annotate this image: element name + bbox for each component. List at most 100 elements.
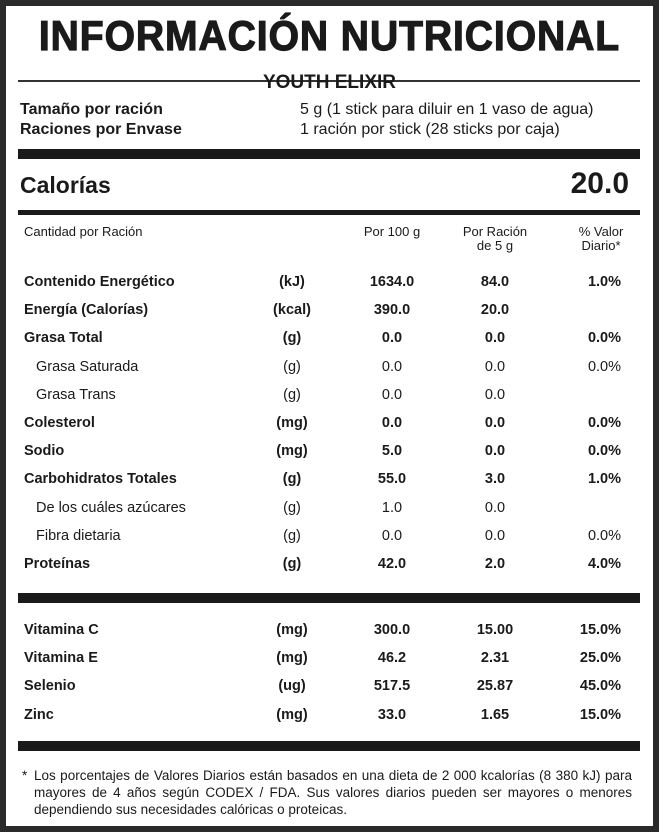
divider bbox=[18, 593, 640, 603]
nutrient-name: Vitamina C bbox=[24, 622, 99, 638]
daily-value-percent: 0.0% bbox=[587, 358, 621, 375]
table-row: Vitamina C (mg) 300.0 15.00 15.0% bbox=[0, 622, 659, 642]
footnote-asterisk: * bbox=[22, 768, 28, 783]
nutrient-name: Colesterol bbox=[24, 415, 95, 431]
nutrient-unit: (mg) bbox=[276, 443, 308, 460]
divider bbox=[18, 149, 640, 159]
calories-label: Calorías bbox=[20, 172, 111, 198]
column-header-dv-line2: Diario* bbox=[581, 238, 621, 253]
nutrient-name: Grasa Total bbox=[24, 330, 103, 347]
table-row: Energía (Calorías) (kcal) 390.0 20.0 bbox=[0, 302, 659, 322]
value-per-100g: 0.0 bbox=[381, 330, 403, 347]
value-per-serving: 0.0 bbox=[484, 386, 506, 403]
value-per-100g: 0.0 bbox=[381, 358, 403, 375]
table-row: Contenido Energético (kJ) 1634.0 84.0 1.0% bbox=[0, 274, 659, 294]
column-header-per-serving: Por Ración de 5 g bbox=[455, 225, 535, 253]
nutrient-unit: (mg) bbox=[276, 706, 308, 723]
footnote-text: Los porcentajes de Valores Diarios están… bbox=[34, 768, 632, 817]
daily-value-percent: 4.0% bbox=[587, 556, 621, 572]
table-row: Colesterol (mg) 0.0 0.0 0.0% bbox=[0, 415, 659, 435]
table-row: Zinc (mg) 33.0 1.65 15.0% bbox=[0, 707, 659, 727]
nutrient-unit: (mg) bbox=[276, 415, 308, 431]
divider bbox=[18, 210, 640, 215]
calories-value: 20.0 bbox=[570, 167, 629, 200]
divider bbox=[18, 741, 640, 751]
daily-value-percent: 15.0% bbox=[579, 622, 621, 638]
serving-size-label: Tamaño por ración bbox=[20, 101, 163, 118]
nutrient-unit: (g) bbox=[283, 358, 301, 375]
value-per-serving: 15.00 bbox=[476, 622, 514, 638]
product-name: YOUTH ELIXIR bbox=[262, 72, 396, 93]
value-per-100g: 42.0 bbox=[377, 556, 407, 572]
value-per-100g: 1634.0 bbox=[369, 274, 415, 290]
daily-value-percent: 1.0% bbox=[587, 274, 621, 290]
value-per-100g: 1.0 bbox=[381, 499, 403, 516]
servings-per-container-value: 1 ración por stick (28 sticks por caja) bbox=[300, 121, 560, 138]
daily-value-percent: 15.0% bbox=[579, 706, 621, 723]
table-row: Grasa Trans (g) 0.0 0.0 bbox=[0, 387, 659, 407]
nutrient-unit: (mg) bbox=[276, 622, 308, 638]
daily-value-percent: 45.0% bbox=[579, 678, 621, 695]
nutrient-unit: (g) bbox=[282, 330, 302, 347]
nutrient-name: Grasa Saturada bbox=[36, 358, 139, 375]
value-per-serving: 0.0 bbox=[484, 499, 506, 516]
value-per-serving: 25.87 bbox=[476, 678, 514, 695]
value-per-100g: 517.5 bbox=[373, 678, 411, 695]
table-row: Fibra dietaria (g) 0.0 0.0 0.0% bbox=[0, 528, 659, 548]
nutrient-name: Energía (Calorías) bbox=[24, 302, 149, 319]
value-per-100g: 300.0 bbox=[373, 622, 411, 638]
value-per-serving: 3.0 bbox=[484, 471, 506, 488]
nutrient-unit: (g) bbox=[282, 556, 302, 572]
servings-per-container-row: Raciones por Envase 1 ración por stick (… bbox=[0, 121, 659, 141]
value-per-serving: 20.0 bbox=[480, 302, 510, 319]
nutrient-name: Proteínas bbox=[24, 556, 91, 572]
table-row: Grasa Total (g) 0.0 0.0 0.0% bbox=[0, 330, 659, 350]
column-header-per100: Por 100 g bbox=[363, 224, 421, 239]
value-per-serving: 2.31 bbox=[480, 650, 510, 667]
table-row: Vitamina E (mg) 46.2 2.31 25.0% bbox=[0, 650, 659, 670]
value-per-serving: 1.65 bbox=[480, 706, 510, 723]
divider bbox=[18, 80, 640, 82]
nutrient-unit: (kJ) bbox=[279, 274, 305, 290]
column-header-amount: Cantidad por Ración bbox=[24, 224, 143, 239]
value-per-100g: 55.0 bbox=[377, 471, 407, 488]
nutrient-unit: (mg) bbox=[276, 650, 308, 667]
table-row: Sodio (mg) 5.0 0.0 0.0% bbox=[0, 443, 659, 463]
value-per-serving: 0.0 bbox=[484, 358, 506, 375]
column-header-dv-line1: % Valor bbox=[578, 224, 624, 239]
nutrient-name: Fibra dietaria bbox=[36, 527, 121, 544]
nutrient-name: Contenido Energético bbox=[24, 274, 175, 290]
value-per-100g: 33.0 bbox=[377, 706, 407, 723]
nutrient-unit: (g) bbox=[283, 386, 301, 403]
table-row: Grasa Saturada (g) 0.0 0.0 0.0% bbox=[0, 359, 659, 379]
column-header-daily-value: % Valor Diario* bbox=[562, 225, 640, 253]
nutrient-name: Selenio bbox=[24, 678, 76, 695]
value-per-serving: 2.0 bbox=[484, 556, 506, 572]
column-header-per-serving-line2: de 5 g bbox=[476, 238, 514, 253]
value-per-100g: 390.0 bbox=[373, 302, 411, 319]
value-per-serving: 84.0 bbox=[480, 274, 510, 290]
value-per-serving: 0.0 bbox=[484, 527, 506, 544]
nutrient-unit: (g) bbox=[283, 527, 301, 544]
nutrient-unit: (ug) bbox=[278, 678, 306, 695]
footnote: * Los porcentajes de Valores Diarios est… bbox=[22, 767, 632, 818]
servings-per-container-label: Raciones por Envase bbox=[20, 121, 182, 138]
serving-size-row: Tamaño por ración 5 g (1 stick para dilu… bbox=[0, 101, 659, 121]
nutrient-name: De los cuáles azúcares bbox=[36, 499, 186, 516]
nutrient-name: Vitamina E bbox=[24, 650, 98, 667]
value-per-serving: 0.0 bbox=[484, 330, 506, 347]
nutrient-name: Carbohidratos Totales bbox=[24, 471, 177, 488]
nutrient-name: Grasa Trans bbox=[36, 386, 116, 403]
nutrient-name: Zinc bbox=[24, 706, 54, 723]
table-row: Proteínas (g) 42.0 2.0 4.0% bbox=[0, 556, 659, 576]
table-row: De los cuáles azúcares (g) 1.0 0.0 bbox=[0, 500, 659, 520]
nutrient-unit: (kcal) bbox=[273, 302, 311, 319]
nutrient-unit: (g) bbox=[283, 499, 301, 516]
table-row: Selenio (ug) 517.5 25.87 45.0% bbox=[0, 678, 659, 698]
label-title: INFORMACIÓN NUTRICIONAL bbox=[38, 11, 621, 59]
daily-value-percent: 0.0% bbox=[587, 330, 621, 347]
nutrient-name: Sodio bbox=[24, 443, 65, 460]
value-per-100g: 0.0 bbox=[381, 386, 403, 403]
daily-value-percent: 25.0% bbox=[579, 650, 621, 667]
